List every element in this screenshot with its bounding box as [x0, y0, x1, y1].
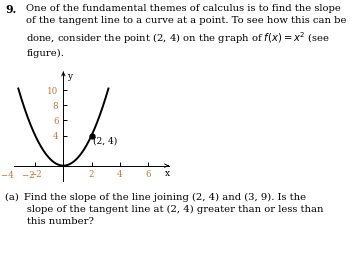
Text: (2, 4): (2, 4) [93, 137, 118, 146]
Text: (a) Find the slope of the line joining (2, 4) and (3, 9). Is the
       slope of: (a) Find the slope of the line joining (… [5, 192, 324, 226]
Text: x: x [165, 170, 170, 178]
Text: −6   −4   −2: −6 −4 −2 [0, 171, 35, 180]
Text: y: y [67, 72, 72, 81]
Text: 9.: 9. [5, 4, 17, 15]
Text: One of the fundamental themes of calculus is to find the slope
of the tangent li: One of the fundamental themes of calculu… [26, 4, 347, 59]
